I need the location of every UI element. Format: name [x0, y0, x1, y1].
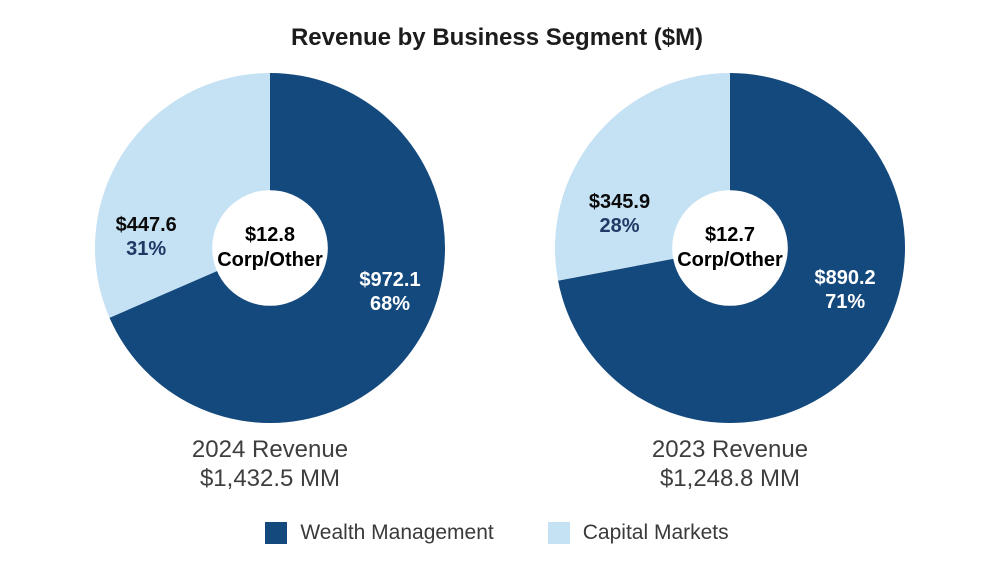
segment-pct-label: 28%: [599, 215, 640, 238]
legend-swatch-capital-markets: [547, 522, 570, 544]
donut-center-label: $12.7 Corp/Other: [677, 223, 783, 273]
donut-chart-2024: $972.1 68% $447.6 31% $12.8 Corp/Other: [95, 73, 445, 423]
center-name-label: Corp/Other: [217, 249, 323, 271]
legend: Wealth Management Capital Markets: [0, 521, 994, 545]
legend-label-wealth-management: Wealth Management: [300, 521, 494, 544]
segment-value-label: $345.9: [588, 191, 651, 214]
chart-2023-revenue: $890.2 71% $345.9 28% $12.7 Corp/Other 2023 R…: [555, 73, 905, 493]
legend-swatch-wealth-management: [265, 522, 288, 544]
caption-2024-line2: $1,432.5 MM: [199, 465, 341, 492]
caption-2023-line1: 2023 Revenue: [651, 436, 809, 463]
legend-item-capital-markets: Capital Markets: [547, 521, 729, 545]
donut-chart-2023: $890.2 71% $345.9 28% $12.7 Corp/Other: [555, 73, 905, 423]
caption-2023-line2: $1,248.8 MM: [659, 465, 801, 492]
segment-pct-label: 31%: [126, 238, 167, 261]
donut-hole: [672, 190, 788, 306]
caption-2023: 2023 Revenue $1,248.8 MM: [555, 435, 905, 493]
segment-value-label: $890.2: [814, 266, 876, 289]
chart-2024-revenue: $972.1 68% $447.6 31% $12.8 Corp/Other 2024 R…: [95, 73, 445, 493]
donut-hole: [212, 190, 328, 306]
legend-label-capital-markets: Capital Markets: [582, 521, 729, 544]
pie-svg: [95, 73, 445, 423]
pie-svg: [555, 73, 905, 423]
caption-2024-line1: 2024 Revenue: [191, 436, 349, 463]
segment-value-label: $447.6: [115, 214, 177, 237]
donut-center-label: $12.8 Corp/Other: [217, 223, 323, 273]
center-value-label: $12.8: [244, 224, 296, 246]
pie-segment-label-wealth-management: $890.2 71%: [815, 266, 876, 314]
center-name-label: Corp/Other: [677, 249, 783, 271]
chart-title: Revenue by Business Segment ($M): [290, 24, 704, 51]
segment-pct-label: 71%: [825, 290, 866, 313]
pie-segment-label-wealth-management: $972.1 68%: [359, 268, 420, 316]
pie-segment-label-capital-markets: $345.9 28%: [589, 190, 650, 238]
legend-item-wealth-management: Wealth Management: [265, 521, 494, 545]
center-value-label: $12.7: [704, 224, 756, 246]
segment-pct-label: 68%: [369, 292, 411, 315]
caption-2024: 2024 Revenue $1,432.5 MM: [95, 435, 445, 493]
pie-segment-label-capital-markets: $447.6 31%: [116, 213, 177, 261]
segment-value-label: $972.1: [359, 268, 421, 291]
